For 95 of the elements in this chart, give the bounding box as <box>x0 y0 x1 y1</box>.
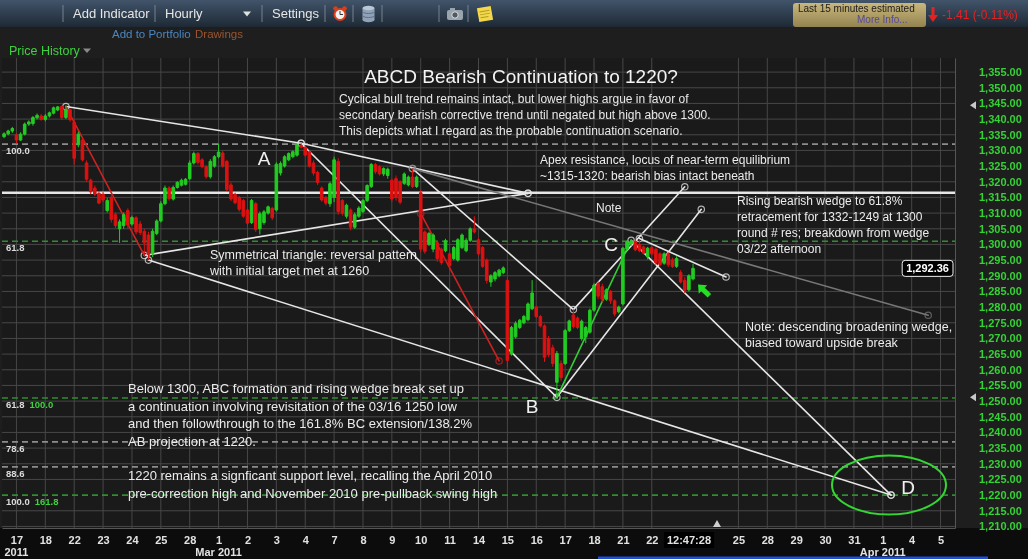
text: Add Indicator <box>73 6 151 21</box>
y-tick-label: 1,335.00 <box>979 128 1022 141</box>
annotation: Note <box>596 201 622 215</box>
annotation: Apex resistance, locus of near-term equilibrium ~1315-1320: bearish bias intact beneath <box>540 153 791 183</box>
annotation: 61.8 <box>6 242 25 254</box>
x-tick-label: 30 <box>819 533 832 546</box>
x-tick-label: 28 <box>761 533 774 546</box>
x-tick-label: 17 <box>559 533 572 546</box>
x-tick-label: 21 <box>617 533 630 546</box>
text: Apr 2011 <box>859 546 906 558</box>
annotation: 100.0 <box>29 398 54 410</box>
annotation: 88.6 <box>6 467 25 479</box>
x-tick-label: 29 <box>790 533 803 546</box>
annotation: 61.8 <box>6 398 25 410</box>
y-tick-label: 1,345.00 <box>979 97 1022 110</box>
y-tick-label: 1,300.00 <box>979 238 1022 251</box>
x-tick-label: 1 <box>216 533 223 546</box>
x-tick-label: 16 <box>530 533 543 546</box>
x-tick-label: 17 <box>10 533 24 546</box>
y-tick-label: 1,235.00 <box>979 442 1022 455</box>
y-tick-label: 1,210.00 <box>979 520 1022 533</box>
text: Settings <box>272 6 320 21</box>
x-tick-label: 28 <box>184 533 197 546</box>
x-tick-label: 4 <box>909 533 917 546</box>
annotation: 100.0 <box>6 496 30 508</box>
text: Add to Portfolio <box>112 28 191 40</box>
y-tick-label: 1,225.00 <box>979 473 1022 486</box>
annotation: Note: descending broadening wedge, biased toward upside break <box>745 320 953 350</box>
x-tick-label: 18 <box>39 533 52 546</box>
text: Mar 2011 <box>195 546 242 558</box>
x-tick-label: 5 <box>938 533 945 546</box>
y-tick-label: 1,310.00 <box>979 207 1022 220</box>
y-tick-label: 1,255.00 <box>979 379 1022 392</box>
x-tick-label: 22 <box>68 533 81 546</box>
x-tick-label: 1 <box>880 533 887 546</box>
text: 2011 <box>4 546 29 558</box>
x-tick-label: 23 <box>97 533 110 546</box>
annotation: C <box>604 233 618 255</box>
text: Hourly <box>165 6 204 21</box>
y-tick-label: 1,230.00 <box>979 457 1022 470</box>
y-tick-label: 1,340.00 <box>979 113 1022 126</box>
text: Last 15 minutes estimated <box>798 3 915 14</box>
annotation: A <box>257 147 271 169</box>
y-tick-label: 1,240.00 <box>979 426 1022 439</box>
x-tick-label: 10 <box>415 533 428 546</box>
x-tick-label: 11 <box>444 533 456 546</box>
annotation: 161.8 <box>34 496 59 508</box>
x-tick-label: 18 <box>588 533 601 546</box>
y-tick-label: 1,250.00 <box>979 395 1022 408</box>
annotation: Symmetrical triangle: reversal pattern with initial target met at 1260 <box>209 248 418 278</box>
annotation: Rising bearish wedge to 61.8% retracement for 1332-1249 at 1300 round # res; breakdown from wedge 03/22 afternoon <box>737 194 930 256</box>
x-tick-label: 2 <box>244 533 252 546</box>
x-tick-label: 9 <box>389 533 396 546</box>
annotation: 1,292.36 <box>906 262 949 275</box>
y-tick-label: 1,350.00 <box>979 81 1022 94</box>
x-tick-label: 8 <box>360 533 367 546</box>
annotation: Below 1300, ABC formation and rising wedge break set up a continuation involving revisitation of the 03/16 1250 low and then followthrough to the 161.8% BC extension/138.2% AB projection at 1220. <box>128 381 473 449</box>
y-tick-label: 1,295.00 <box>979 254 1022 267</box>
y-tick-label: 1,285.00 <box>979 285 1022 298</box>
text: Drawings <box>195 28 244 40</box>
y-tick-label: 1,325.00 <box>979 160 1022 173</box>
x-tick-label: 22 <box>646 533 659 546</box>
annotation: B <box>525 395 539 417</box>
x-tick-label: 14 <box>472 533 486 546</box>
y-tick-label: 1,265.00 <box>979 348 1022 361</box>
y-tick-label: 1,215.00 <box>979 504 1022 517</box>
x-tick-label: 25 <box>155 533 168 546</box>
annotation: 100.0 <box>6 145 30 157</box>
text: -1.41 (-0.11%) <box>942 8 1018 22</box>
text: Price History <box>9 44 81 58</box>
annotation: 1220 remains a signficant support level, recalling the April 2010 pre-correction high and November 2010 pre-pullback swing high <box>128 468 498 501</box>
y-tick-label: 1,320.00 <box>979 175 1022 188</box>
y-tick-label: 1,245.00 <box>979 410 1022 423</box>
x-tick-label: 4 <box>302 533 310 546</box>
y-tick-label: 1,290.00 <box>979 269 1022 282</box>
annotation: D <box>901 476 915 498</box>
y-tick-label: 1,275.00 <box>979 316 1022 329</box>
text: More Info... <box>857 14 908 25</box>
y-tick-label: 1,355.00 <box>979 66 1022 79</box>
x-tick-label: 24 <box>126 533 140 546</box>
chart-title: ABCD Bearish Continuation to 1220? <box>364 66 678 87</box>
text: Cyclical bull trend remains intact, but lower highs argue in favor of secondary bearish corrective trend until negated but high above 1300. This depicts what I regard as the probable continuation scenario. <box>339 92 711 138</box>
y-tick-label: 1,270.00 <box>979 332 1022 345</box>
y-tick-label: 1,330.00 <box>979 144 1022 157</box>
x-tick-label: 31 <box>848 533 861 546</box>
y-tick-label: 1,260.00 <box>979 363 1022 376</box>
y-tick-label: 1,280.00 <box>979 301 1022 314</box>
y-tick-label: 1,220.00 <box>979 489 1022 502</box>
x-tick-label: 3 <box>273 533 280 546</box>
y-tick-label: 1,305.00 <box>979 222 1022 235</box>
y-tick-label: 1,315.00 <box>979 191 1022 204</box>
annotation: 78.6 <box>6 442 25 454</box>
x-tick-label: 7 <box>331 533 338 546</box>
x-tick-label: 15 <box>501 533 514 546</box>
x-tick-label: 25 <box>732 533 746 546</box>
